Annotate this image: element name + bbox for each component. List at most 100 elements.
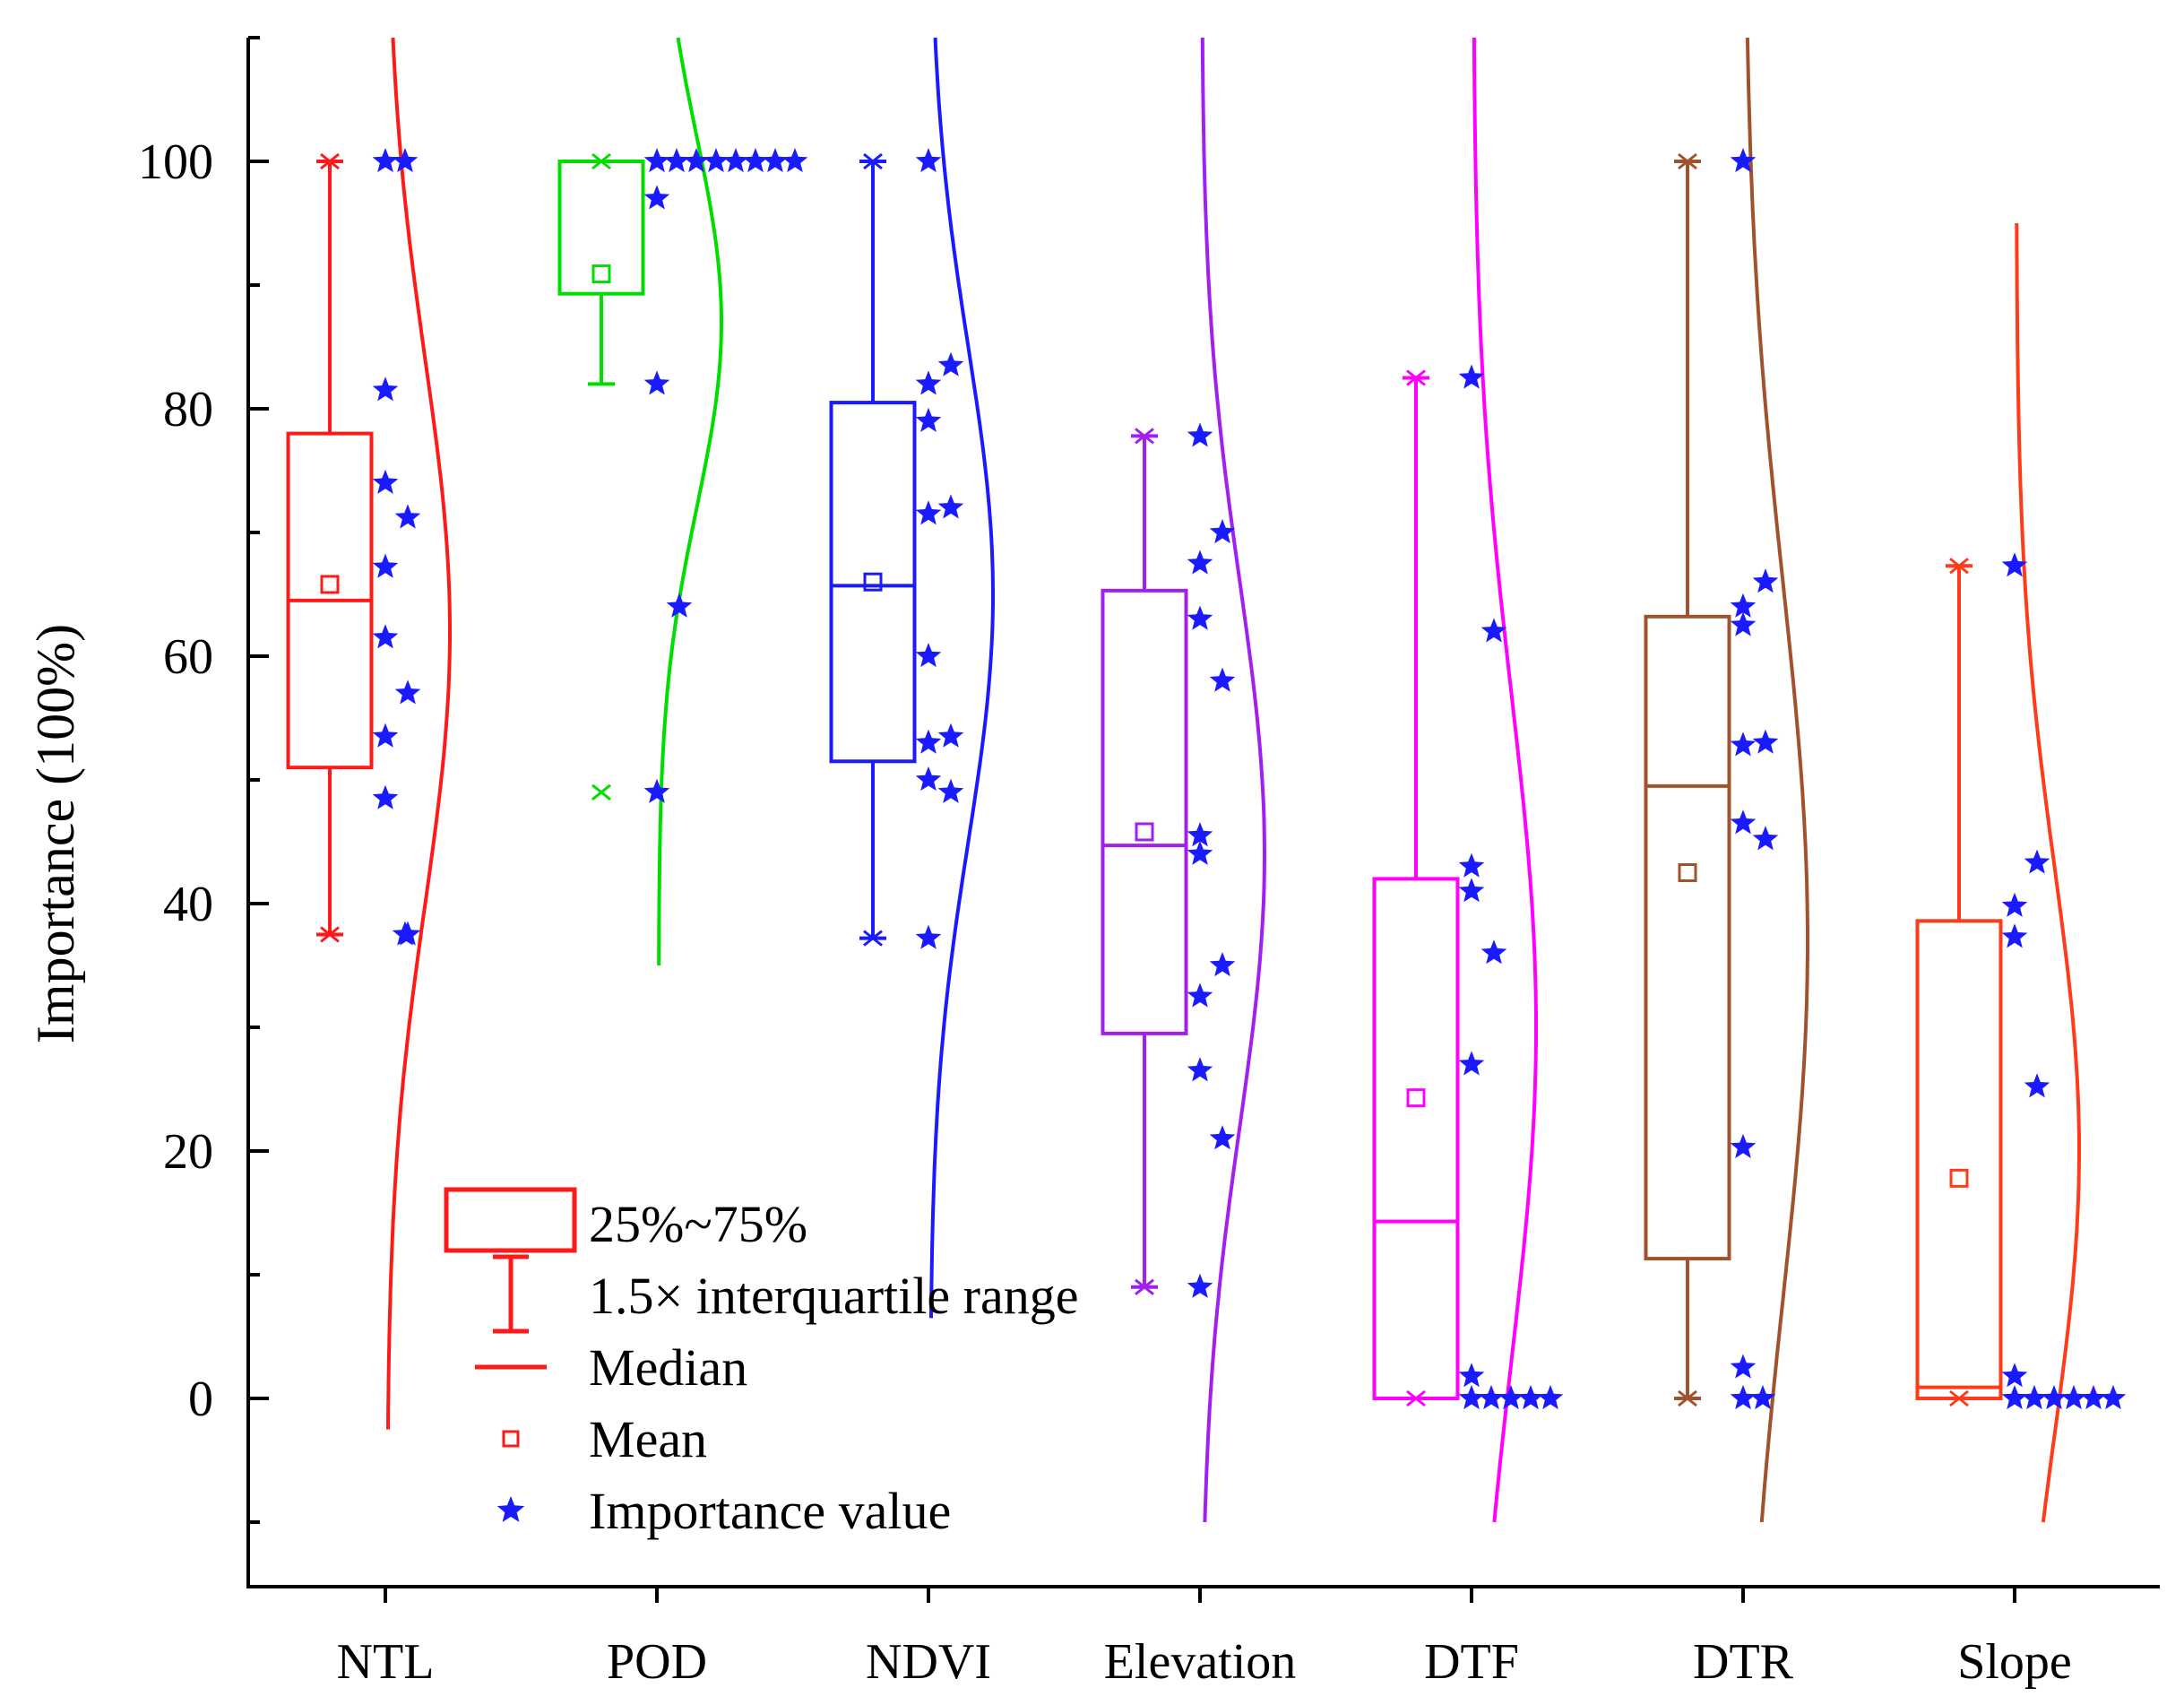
min-marker bbox=[1135, 1278, 1154, 1295]
importance-star bbox=[1730, 1354, 1757, 1379]
distribution-curve-dtr bbox=[1745, 37, 1809, 1523]
importance-star bbox=[915, 924, 942, 949]
y-tick-label: 40 bbox=[163, 877, 213, 932]
importance-star bbox=[392, 148, 419, 173]
importance-star bbox=[666, 593, 693, 618]
importance-star bbox=[2060, 1385, 2087, 1410]
y-tick-label: 80 bbox=[163, 382, 213, 437]
x-tick-label: NDVI bbox=[866, 1634, 991, 1690]
importance-star bbox=[1480, 939, 1507, 965]
y-tick-label: 100 bbox=[138, 134, 213, 190]
importance-star bbox=[1752, 826, 1779, 851]
importance-star bbox=[1209, 519, 1236, 544]
importance-star bbox=[703, 148, 729, 173]
mean-marker bbox=[320, 575, 340, 594]
mean-marker bbox=[1135, 822, 1154, 842]
min-marker bbox=[320, 926, 340, 943]
importance-star bbox=[722, 148, 749, 173]
importance-star bbox=[1187, 1057, 1213, 1082]
importance-star bbox=[372, 624, 399, 649]
importance-star bbox=[937, 778, 964, 803]
mean-marker bbox=[1406, 1088, 1426, 1108]
iqr-box bbox=[1915, 919, 2003, 1400]
importance-star bbox=[643, 185, 670, 210]
importance-star bbox=[742, 148, 769, 173]
importance-star bbox=[1458, 1385, 1485, 1410]
max-marker bbox=[863, 152, 883, 170]
importance-star bbox=[1209, 667, 1236, 692]
importance-star bbox=[1187, 1273, 1213, 1298]
importance-star bbox=[1458, 1363, 1485, 1388]
importance-star bbox=[1209, 1125, 1236, 1150]
importance-star bbox=[1730, 593, 1757, 618]
legend-item-star: Importance value bbox=[496, 1482, 951, 1540]
min-marker bbox=[1949, 1389, 1969, 1407]
x-tick-label: DTF bbox=[1424, 1634, 1519, 1690]
box-dtr bbox=[1644, 152, 1731, 1407]
min-marker bbox=[1406, 1389, 1426, 1407]
legend-label: Median bbox=[589, 1338, 747, 1397]
importance-star bbox=[2001, 552, 2028, 577]
importance-star bbox=[372, 553, 399, 578]
importance-star bbox=[915, 407, 942, 432]
importance-star bbox=[915, 766, 942, 792]
x-ticks: NTL POD NDVI Elevation DTF DTR Slope bbox=[337, 1587, 2072, 1690]
distribution-curve-ntl bbox=[386, 37, 452, 1430]
box-elements bbox=[286, 152, 2003, 1407]
importance-star bbox=[1458, 878, 1485, 903]
y-axis-title: Importance (100%) bbox=[26, 624, 85, 1043]
axes bbox=[246, 38, 2160, 1588]
importance-star bbox=[392, 921, 419, 946]
legend-item-whisker: 1.5× interquartile range bbox=[493, 1254, 1078, 1334]
y-ticks: 0 20 40 60 80 100 bbox=[138, 36, 269, 1524]
iqr-box bbox=[1101, 588, 1188, 1035]
box-ntl bbox=[286, 152, 374, 943]
importance-star bbox=[2001, 1385, 2028, 1410]
importance-star bbox=[1209, 952, 1236, 977]
iqr-box bbox=[1372, 877, 1460, 1400]
importance-star bbox=[643, 370, 670, 395]
legend-label: 1.5× interquartile range bbox=[589, 1267, 1078, 1325]
importance-star bbox=[1749, 1385, 1776, 1410]
legend-box-symbol bbox=[444, 1187, 577, 1253]
importance-star bbox=[2080, 1385, 2107, 1410]
importance-star bbox=[1730, 1133, 1757, 1158]
importance-star bbox=[781, 148, 808, 173]
importance-star bbox=[2100, 1385, 2127, 1410]
distribution-curve-slope bbox=[2015, 222, 2081, 1523]
y-tick-label: 60 bbox=[163, 629, 213, 685]
legend-mean-symbol bbox=[502, 1430, 520, 1448]
importance-star bbox=[915, 500, 942, 525]
x-tick-label: Slope bbox=[1957, 1634, 2072, 1690]
importance-points bbox=[372, 148, 2127, 1410]
importance-star bbox=[2024, 849, 2050, 874]
importance-star bbox=[915, 643, 942, 668]
legend-label: Mean bbox=[589, 1410, 707, 1468]
importance-star bbox=[1478, 1385, 1505, 1410]
importance-star bbox=[2041, 1385, 2067, 1410]
max-marker bbox=[320, 152, 340, 170]
importance-star bbox=[2001, 1363, 2028, 1388]
y-tick-label: 0 bbox=[188, 1372, 213, 1427]
importance-star bbox=[1730, 611, 1757, 636]
legend-label: 25%~75% bbox=[589, 1195, 807, 1253]
importance-star bbox=[2024, 1073, 2050, 1098]
importance-star bbox=[937, 494, 964, 519]
x-tick-label: NTL bbox=[337, 1634, 435, 1690]
importance-star bbox=[372, 784, 399, 809]
importance-star bbox=[937, 723, 964, 748]
importance-star bbox=[1537, 1385, 1564, 1410]
legend-item-box: 25%~75% bbox=[444, 1187, 807, 1253]
box-dtf bbox=[1372, 369, 1460, 1407]
importance-star bbox=[643, 148, 670, 173]
importance-star bbox=[1730, 1385, 1757, 1410]
min-marker bbox=[1678, 1389, 1697, 1407]
max-marker bbox=[1406, 369, 1426, 386]
importance-star bbox=[683, 148, 710, 173]
min-marker bbox=[591, 783, 611, 801]
max-marker bbox=[1678, 152, 1697, 170]
importance-star bbox=[2001, 892, 2028, 917]
legend-star-symbol bbox=[496, 1496, 525, 1522]
importance-star bbox=[372, 469, 399, 494]
